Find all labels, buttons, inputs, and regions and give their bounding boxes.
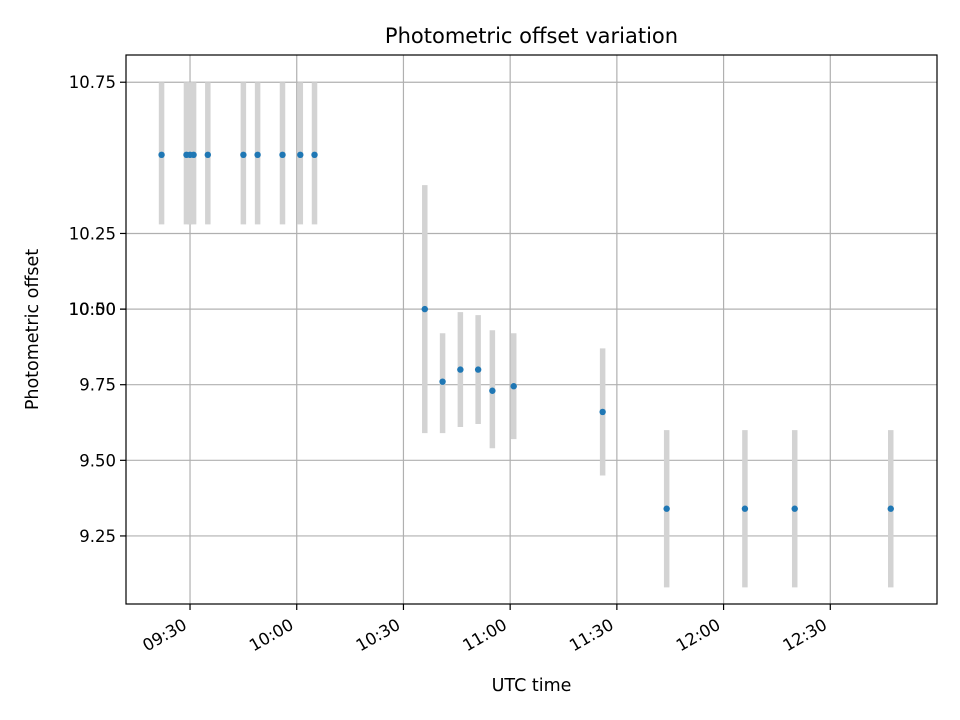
plot-frame xyxy=(125,54,938,605)
y-tick-label: 9.50 xyxy=(79,451,116,470)
data-point xyxy=(741,505,749,512)
chart-title: Photometric offset variation xyxy=(385,24,678,48)
data-point xyxy=(599,408,606,416)
data-point xyxy=(204,151,212,159)
data-point xyxy=(240,151,247,159)
grid-lines xyxy=(126,55,937,604)
data-point xyxy=(421,305,428,313)
data-point xyxy=(158,151,165,159)
data-point xyxy=(791,505,798,512)
y-axis-ticks: 9.25 9.50 9.75 10.00 10.25 10:50 10.75 xyxy=(68,73,126,546)
x-axis-label: UTC time xyxy=(492,676,572,696)
data-point xyxy=(457,366,464,373)
data-point xyxy=(474,366,482,373)
data-points xyxy=(158,151,894,512)
data-point xyxy=(254,151,261,159)
y-axis-label: Photometric offset xyxy=(23,249,43,410)
data-point xyxy=(489,387,496,394)
y-tick-label: 10:50 xyxy=(68,300,116,319)
data-point xyxy=(279,151,286,159)
data-point xyxy=(297,151,304,159)
y-tick-label: 9.25 xyxy=(79,527,116,546)
y-tick-label: 10.75 xyxy=(69,73,116,92)
plot-area xyxy=(126,55,937,604)
data-point xyxy=(190,151,197,159)
data-point xyxy=(510,383,517,390)
data-point xyxy=(663,505,670,512)
data-point xyxy=(439,378,446,385)
y-tick-label: 10.00 xyxy=(69,300,116,319)
y-tick-label: 10.25 xyxy=(69,224,116,243)
y-tick-label: 9.75 xyxy=(79,376,116,395)
data-point xyxy=(887,505,894,512)
data-point xyxy=(311,151,318,159)
